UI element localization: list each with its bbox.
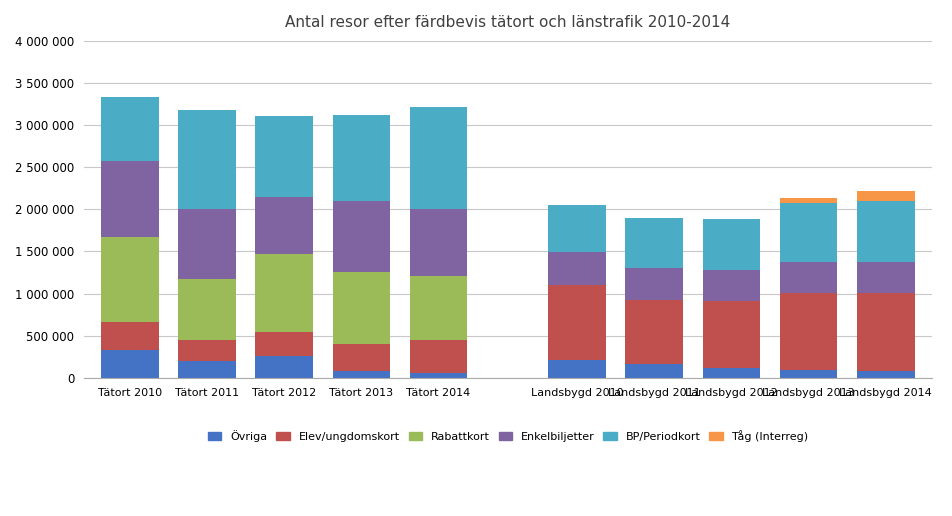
Bar xyxy=(332,201,390,272)
Bar xyxy=(101,350,159,378)
Bar xyxy=(332,272,390,344)
Bar xyxy=(779,293,837,370)
Bar xyxy=(332,371,390,378)
Bar xyxy=(332,344,390,371)
Bar xyxy=(178,110,236,208)
Bar xyxy=(856,191,914,201)
Bar xyxy=(409,373,467,378)
Bar xyxy=(101,161,159,237)
Bar xyxy=(625,268,683,300)
Bar xyxy=(409,340,467,373)
Bar xyxy=(625,364,683,378)
Bar xyxy=(856,262,914,293)
Bar xyxy=(547,205,605,252)
Bar xyxy=(255,254,313,332)
Bar xyxy=(779,262,837,293)
Bar xyxy=(547,252,605,285)
Bar xyxy=(101,237,159,322)
Bar xyxy=(409,276,467,340)
Bar xyxy=(255,332,313,356)
Bar xyxy=(779,203,837,262)
Bar xyxy=(409,208,467,276)
Bar xyxy=(332,116,390,201)
Bar xyxy=(178,279,236,340)
Bar xyxy=(101,97,159,161)
Bar xyxy=(255,197,313,254)
Bar xyxy=(178,340,236,361)
Bar xyxy=(255,116,313,197)
Title: Antal resor efter färdbevis tätort och länstrafik 2010-2014: Antal resor efter färdbevis tätort och l… xyxy=(285,15,730,30)
Bar xyxy=(255,356,313,378)
Bar xyxy=(702,219,760,270)
Bar xyxy=(178,361,236,378)
Bar xyxy=(625,218,683,268)
Bar xyxy=(178,208,236,279)
Bar xyxy=(547,285,605,360)
Bar xyxy=(779,199,837,203)
Bar xyxy=(625,300,683,364)
Bar xyxy=(702,301,760,368)
Bar xyxy=(409,107,467,208)
Bar xyxy=(702,368,760,378)
Bar xyxy=(856,201,914,262)
Bar xyxy=(856,370,914,378)
Bar xyxy=(702,270,760,301)
Bar xyxy=(856,293,914,370)
Bar xyxy=(779,370,837,378)
Bar xyxy=(101,322,159,350)
Legend: Övriga, Elev/ungdomskort, Rabattkort, Enkelbiljetter, BP/Periodkort, Tåg (Interr: Övriga, Elev/ungdomskort, Rabattkort, En… xyxy=(204,426,811,446)
Bar xyxy=(547,360,605,378)
